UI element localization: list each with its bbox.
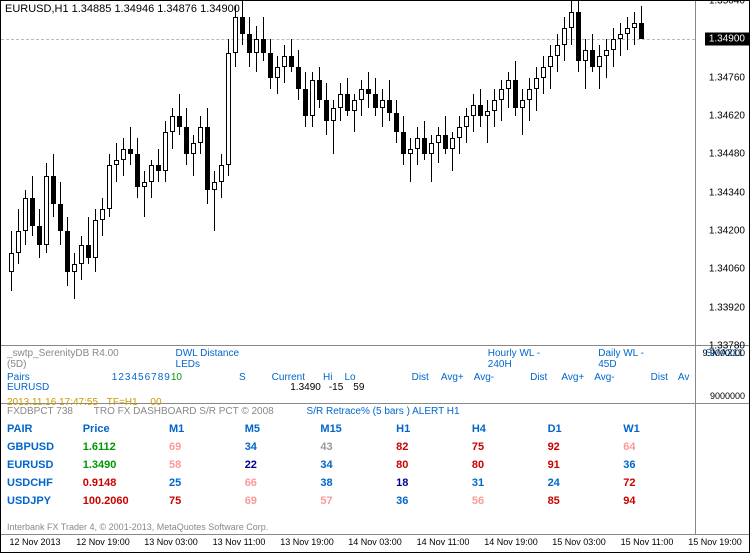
- hourly-wl-label: Hourly WL - 240H: [488, 348, 554, 370]
- lo-value: 59: [353, 382, 364, 393]
- serenity-indicator-panel: _swtp_SerenityDB R4.00 (5D) DWL Distance…: [1, 346, 749, 404]
- dist-label-1: Dist: [412, 372, 429, 383]
- avgm-label-2: Avg-: [594, 372, 614, 383]
- current-price-line: [1, 39, 695, 40]
- time-axis: 12 Nov 201312 Nov 19:0013 Nov 03:0013 No…: [1, 534, 749, 552]
- led-numbers: 12345678910: [112, 372, 183, 383]
- av-label: Av: [678, 372, 690, 383]
- chart-title: EURUSD,H1 1.34885 1.34946 1.34876 1.3490…: [5, 3, 240, 15]
- s-label: S: [239, 372, 246, 383]
- ind1-right-axis: 9.9000000 9000000: [695, 346, 749, 403]
- table-row: USDCHF0.914825663818312472: [3, 475, 693, 491]
- dashboard-indicator-panel: FXDBPCT 738 TRO FX DASHBOARD S/R PCT © 2…: [1, 404, 749, 534]
- current-value: 1.3490: [290, 382, 321, 393]
- hi-value: -15: [329, 382, 343, 393]
- chart-container: EURUSD,H1 1.34885 1.34946 1.34876 1.3490…: [0, 0, 750, 553]
- ind2-subtitle: S/R Retrace% (5 bars ) ALERT H1: [307, 406, 460, 417]
- price-axis: 1.337801.339201.340601.342001.343401.344…: [695, 1, 749, 345]
- symbol-label: EURUSD: [7, 382, 49, 393]
- avgm-label-1: Avg-: [474, 372, 494, 383]
- dashboard-table: PAIRPriceM1M5M15H1H4D1W1GBPUSD1.61126934…: [1, 419, 695, 511]
- ind2-right-axis: [695, 404, 749, 534]
- leds-label: DWL Distance LEDs: [176, 348, 252, 370]
- avgp-label-2: Avg+: [561, 372, 584, 383]
- table-row: USDJPY100.206075695736568594: [3, 493, 693, 509]
- table-row: EURUSD1.349058223480809136: [3, 457, 693, 473]
- copyright-text: Interbank FX Trader 4, © 2001-2013, Meta…: [7, 522, 268, 532]
- ind1-axis-val1: 9.9000000: [702, 348, 745, 358]
- ind1-axis-val2: 9000000: [710, 391, 745, 401]
- ind2-title: TRO FX DASHBOARD S/R PCT © 2008: [94, 406, 274, 417]
- ind1-name: _swtp_SerenityDB R4.00 (5D): [7, 348, 120, 370]
- candle-plot-area: [1, 1, 695, 345]
- dist-label-2: Dist: [530, 372, 547, 383]
- daily-wl-label: Daily WL - 45D: [598, 348, 654, 370]
- candlestick-chart[interactable]: EURUSD,H1 1.34885 1.34946 1.34876 1.3490…: [1, 1, 749, 346]
- dist-label-3: Dist: [651, 372, 668, 383]
- avgp-label-1: Avg+: [441, 372, 464, 383]
- table-row: GBPUSD1.611269344382759264: [3, 439, 693, 455]
- ind2-name: FXDBPCT 738: [7, 406, 73, 417]
